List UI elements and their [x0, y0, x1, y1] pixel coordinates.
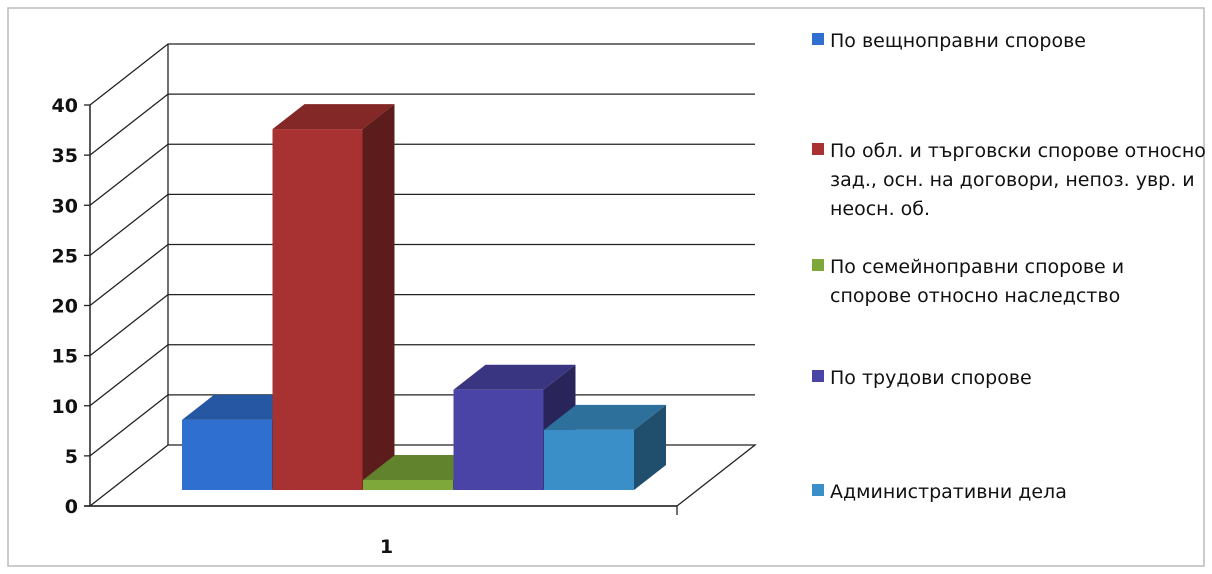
chart-frame [7, 7, 1205, 567]
bar [544, 404, 666, 490]
legend-swatch [812, 484, 824, 496]
legend-swatch [812, 370, 824, 382]
legend-label: По семейноправни спорове и спорове относ… [830, 256, 1125, 307]
legend-label: По трудови спорове [830, 367, 1032, 389]
bar-side [634, 404, 666, 490]
gridline [89, 193, 755, 256]
y-tick-label: 15 [52, 346, 78, 368]
bar-front [272, 129, 363, 490]
y-tick-label: 30 [52, 195, 78, 217]
gridline [89, 344, 755, 407]
y-tick-label: 35 [52, 145, 78, 167]
legend: По вещноправни спорове По обл. и търговс… [812, 0, 1208, 560]
axis: 0 5 10 15 20 25 30 35 40 1 [52, 95, 678, 558]
gridline [89, 293, 755, 357]
legend-item-administrative-cases: Административни дела [812, 478, 1206, 507]
gridline [89, 143, 755, 206]
bars [182, 104, 666, 490]
y-tick-label: 10 [52, 396, 78, 418]
legend-swatch [812, 143, 824, 155]
bar-top [453, 364, 576, 390]
bar-top [272, 104, 395, 130]
y-tick-label: 25 [52, 245, 78, 267]
gridline [89, 93, 755, 156]
legend-label: По вещноправни спорове [830, 30, 1086, 52]
legend-label: Административни дела [830, 481, 1067, 503]
legend-swatch [812, 33, 824, 45]
legend-item-commercial-disputes: По обл. и търговски спорове относно зад.… [812, 137, 1206, 224]
legend-item-property-disputes: По вещноправни спорове [812, 27, 1206, 56]
bar-top [544, 404, 666, 430]
y-tick-label: 0 [65, 496, 78, 518]
legend-item-family-disputes: По семейноправни спорове и спорове относ… [812, 253, 1206, 311]
y-tick-label: 20 [52, 296, 78, 318]
bar-front [363, 479, 453, 490]
bar-front [544, 429, 634, 490]
bar-side [362, 104, 395, 490]
y-tick-label: 40 [52, 95, 78, 117]
y-tick-label: 5 [65, 446, 78, 468]
bar-front [182, 419, 272, 490]
bar-front [453, 389, 544, 490]
gridline [89, 243, 755, 307]
legend-swatch [812, 259, 824, 271]
x-tick-label: 1 [380, 536, 393, 558]
gridline [89, 43, 755, 106]
legend-item-labor-disputes: По трудови спорове [812, 364, 1206, 393]
bar [272, 104, 395, 490]
legend-label: По обл. и търговски спорове относно зад.… [830, 140, 1206, 220]
